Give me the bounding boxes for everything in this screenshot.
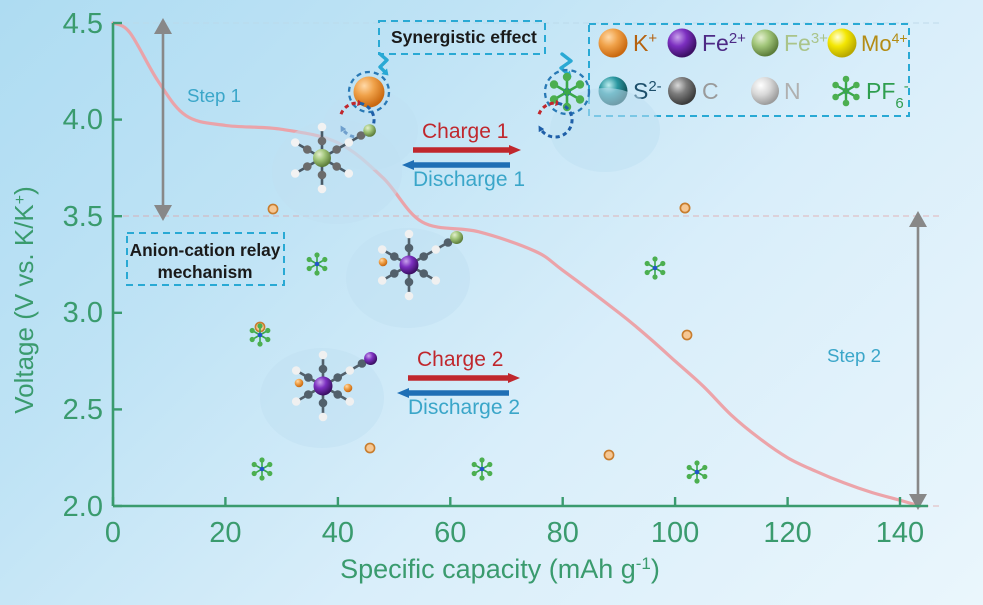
- svg-text:Fe3+: Fe3+: [784, 30, 828, 57]
- svg-text:0: 0: [105, 517, 121, 549]
- svg-text:3.5: 3.5: [63, 201, 103, 233]
- svg-text:Anion-cation relay: Anion-cation relay: [130, 240, 281, 260]
- svg-text:80: 80: [547, 517, 579, 549]
- svg-text:20: 20: [209, 517, 241, 549]
- svg-text:mechanism: mechanism: [157, 262, 252, 282]
- svg-text:Discharge 1: Discharge 1: [413, 168, 525, 191]
- svg-text:Charge 2: Charge 2: [417, 348, 503, 371]
- svg-text:Specific capacity (mAh g-1): Specific capacity (mAh g-1): [340, 554, 660, 585]
- svg-text:40: 40: [322, 517, 354, 549]
- svg-text:N: N: [784, 78, 801, 104]
- svg-text:Discharge 2: Discharge 2: [408, 396, 520, 419]
- svg-text:2.5: 2.5: [63, 394, 103, 426]
- svg-text:Step 2: Step 2: [827, 345, 881, 366]
- svg-text:Fe2+: Fe2+: [702, 30, 746, 57]
- svg-text:120: 120: [763, 517, 811, 549]
- svg-text:140: 140: [876, 517, 924, 549]
- svg-text:60: 60: [434, 517, 466, 549]
- svg-text:PF6-: PF6-: [866, 78, 909, 112]
- svg-text:3.0: 3.0: [63, 297, 103, 329]
- svg-text:K+: K+: [633, 30, 657, 57]
- svg-text:2.0: 2.0: [63, 491, 103, 523]
- svg-text:Voltage (V vs. K/K+): Voltage (V vs. K/K+): [9, 186, 39, 414]
- svg-text:Mo4+: Mo4+: [861, 30, 908, 56]
- svg-text:Synergistic effect: Synergistic effect: [391, 27, 537, 47]
- svg-text:100: 100: [651, 517, 699, 549]
- svg-text:Step 1: Step 1: [187, 85, 241, 106]
- svg-text:4.0: 4.0: [63, 104, 103, 136]
- svg-text:4.5: 4.5: [63, 8, 103, 40]
- svg-text:Charge 1: Charge 1: [422, 120, 508, 143]
- svg-text:C: C: [702, 78, 719, 104]
